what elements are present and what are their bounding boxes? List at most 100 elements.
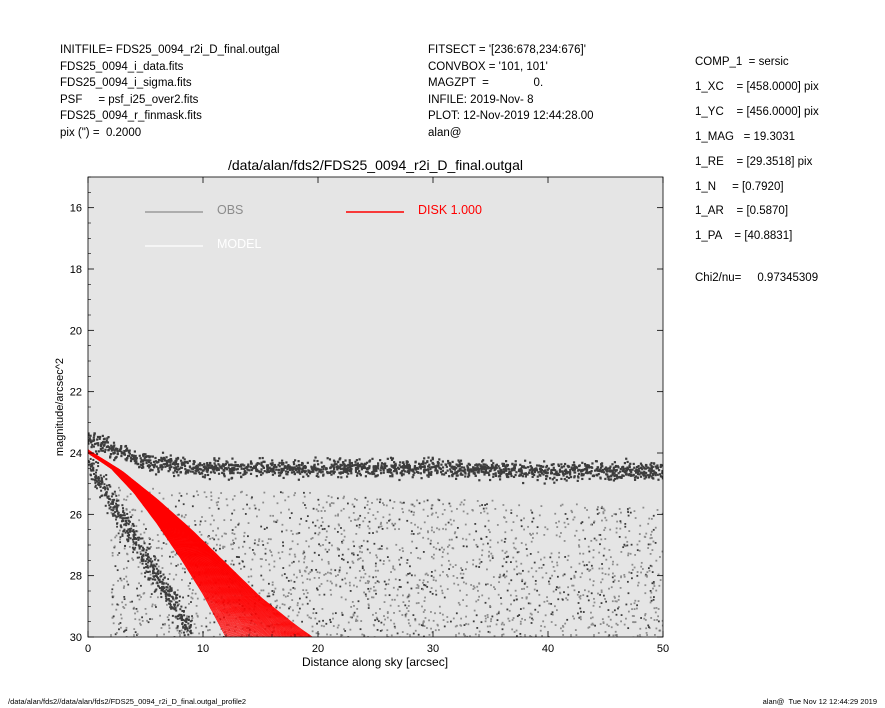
obs-point	[444, 471, 448, 474]
obs-point	[119, 536, 122, 539]
obs-point	[234, 526, 237, 529]
obs-point	[557, 587, 560, 589]
obs-point	[356, 558, 359, 561]
obs-point	[576, 479, 579, 482]
obs-point	[600, 591, 603, 593]
obs-point	[514, 474, 517, 477]
obs-point	[222, 463, 225, 466]
obs-point	[122, 567, 125, 570]
obs-point	[367, 597, 370, 600]
obs-point	[432, 546, 435, 549]
obs-point	[612, 479, 615, 482]
obs-point	[138, 454, 141, 457]
obs-point	[529, 635, 532, 637]
obs-point	[611, 469, 614, 473]
obs-point	[521, 596, 524, 599]
obs-point	[624, 536, 627, 539]
obs-point	[639, 462, 643, 465]
obs-point	[142, 549, 145, 552]
obs-point	[614, 630, 617, 633]
obs-point	[519, 641, 521, 643]
obs-point	[538, 567, 541, 569]
obs-point	[330, 568, 333, 571]
obs-point	[266, 526, 268, 529]
obs-point	[607, 609, 610, 611]
obs-point	[187, 622, 190, 625]
obs-point	[372, 623, 375, 626]
obs-point	[254, 539, 256, 542]
obs-point	[590, 623, 593, 626]
obs-point	[550, 602, 553, 605]
obs-point	[641, 568, 644, 570]
obs-point	[484, 525, 487, 528]
obs-point	[578, 539, 581, 541]
obs-point	[346, 502, 349, 505]
obs-point	[170, 494, 173, 497]
obs-point	[313, 577, 316, 579]
obs-point	[652, 469, 655, 472]
obs-point	[169, 463, 172, 467]
obs-point	[88, 442, 90, 445]
obs-point	[368, 580, 370, 583]
obs-point	[459, 472, 463, 475]
obs-point	[636, 634, 639, 637]
obs-point	[245, 471, 248, 474]
obs-point	[146, 546, 149, 549]
obs-point	[591, 523, 593, 526]
obs-point	[165, 586, 168, 589]
obs-point	[368, 465, 371, 468]
obs-point	[601, 519, 603, 522]
obs-point	[141, 562, 144, 565]
obs-point	[405, 562, 408, 564]
obs-point	[271, 584, 274, 586]
obs-point	[221, 471, 224, 474]
obs-point	[530, 468, 533, 471]
obs-point	[394, 464, 397, 467]
obs-point	[232, 563, 235, 566]
obs-point	[448, 568, 451, 570]
obs-point	[422, 508, 425, 511]
obs-point	[564, 638, 566, 640]
obs-point	[205, 467, 208, 471]
obs-point	[281, 491, 284, 494]
obs-point	[231, 559, 234, 562]
obs-point	[268, 595, 271, 598]
obs-point	[482, 459, 485, 462]
obs-point	[92, 458, 95, 461]
obs-point	[172, 578, 175, 581]
obs-point	[175, 459, 178, 462]
obs-point	[448, 544, 451, 547]
obs-point	[343, 535, 346, 538]
obs-point	[266, 464, 270, 467]
obs-point	[219, 547, 221, 550]
obs-point	[354, 463, 357, 466]
obs-point	[94, 474, 97, 477]
obs-point	[298, 607, 301, 610]
obs-point	[116, 525, 118, 528]
obs-point	[177, 468, 180, 471]
obs-point	[549, 556, 552, 559]
obs-point	[185, 621, 188, 624]
obs-point	[288, 564, 291, 567]
obs-point	[367, 525, 370, 528]
obs-point	[636, 574, 639, 577]
obs-point	[448, 538, 451, 541]
obs-point	[406, 633, 409, 635]
obs-point	[169, 606, 172, 609]
obs-point	[473, 609, 476, 612]
obs-point	[366, 540, 369, 543]
obs-point	[472, 588, 475, 590]
obs-point	[504, 465, 507, 468]
obs-point	[421, 587, 423, 590]
obs-point	[104, 448, 107, 451]
obs-point	[327, 525, 330, 528]
obs-point	[579, 576, 582, 579]
obs-point	[218, 457, 221, 460]
obs-point	[328, 641, 330, 643]
obs-point	[569, 475, 573, 479]
obs-point	[398, 528, 400, 530]
obs-point	[312, 612, 315, 615]
obs-point	[527, 570, 530, 573]
obs-point	[560, 477, 563, 481]
obs-point	[434, 569, 437, 572]
